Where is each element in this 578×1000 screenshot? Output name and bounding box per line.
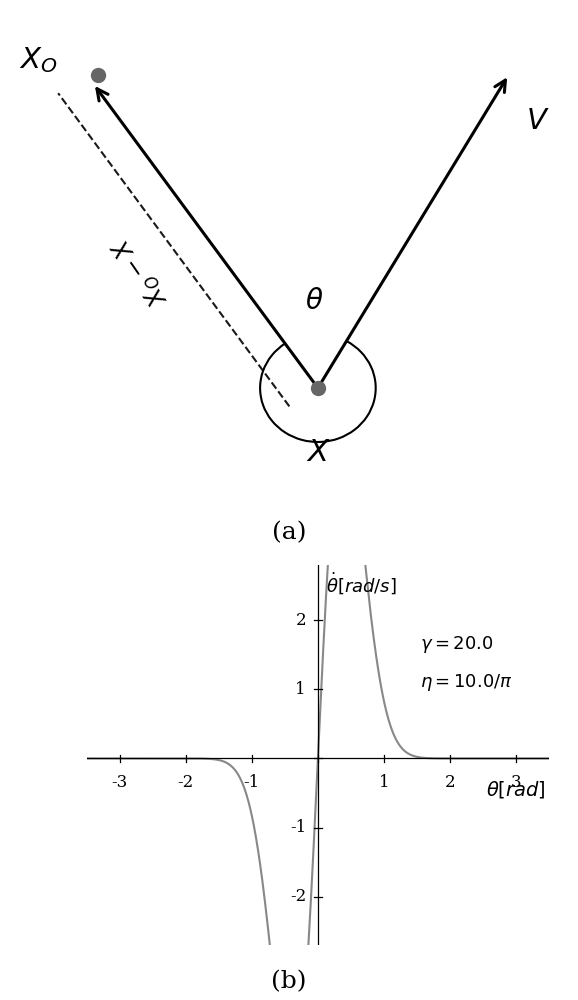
Text: 2: 2: [295, 612, 306, 629]
Text: -2: -2: [290, 888, 306, 905]
Text: $X$: $X$: [306, 437, 330, 468]
Text: (b): (b): [271, 970, 307, 994]
Text: -3: -3: [112, 774, 128, 791]
Point: [313, 380, 323, 396]
Text: 1: 1: [295, 681, 306, 698]
Text: 3: 3: [511, 774, 521, 791]
Text: (a): (a): [272, 522, 306, 545]
Text: $V$: $V$: [526, 107, 550, 135]
Point: [94, 67, 103, 83]
Text: $\dot{\theta}[rad/s]$: $\dot{\theta}[rad/s]$: [326, 571, 397, 596]
Text: $X_O - X$: $X_O - X$: [108, 231, 173, 311]
Text: $\eta = 10.0 / \pi$: $\eta = 10.0 / \pi$: [420, 672, 513, 693]
Text: 2: 2: [444, 774, 455, 791]
Text: $\theta[rad]$: $\theta[rad]$: [486, 779, 546, 800]
Text: $\theta$: $\theta$: [305, 288, 323, 315]
Text: -1: -1: [290, 819, 306, 836]
Text: $\gamma = 20.0$: $\gamma = 20.0$: [420, 634, 494, 655]
Text: -2: -2: [177, 774, 194, 791]
Text: $X_O$: $X_O$: [20, 45, 58, 75]
Text: 1: 1: [379, 774, 389, 791]
Text: -1: -1: [244, 774, 260, 791]
